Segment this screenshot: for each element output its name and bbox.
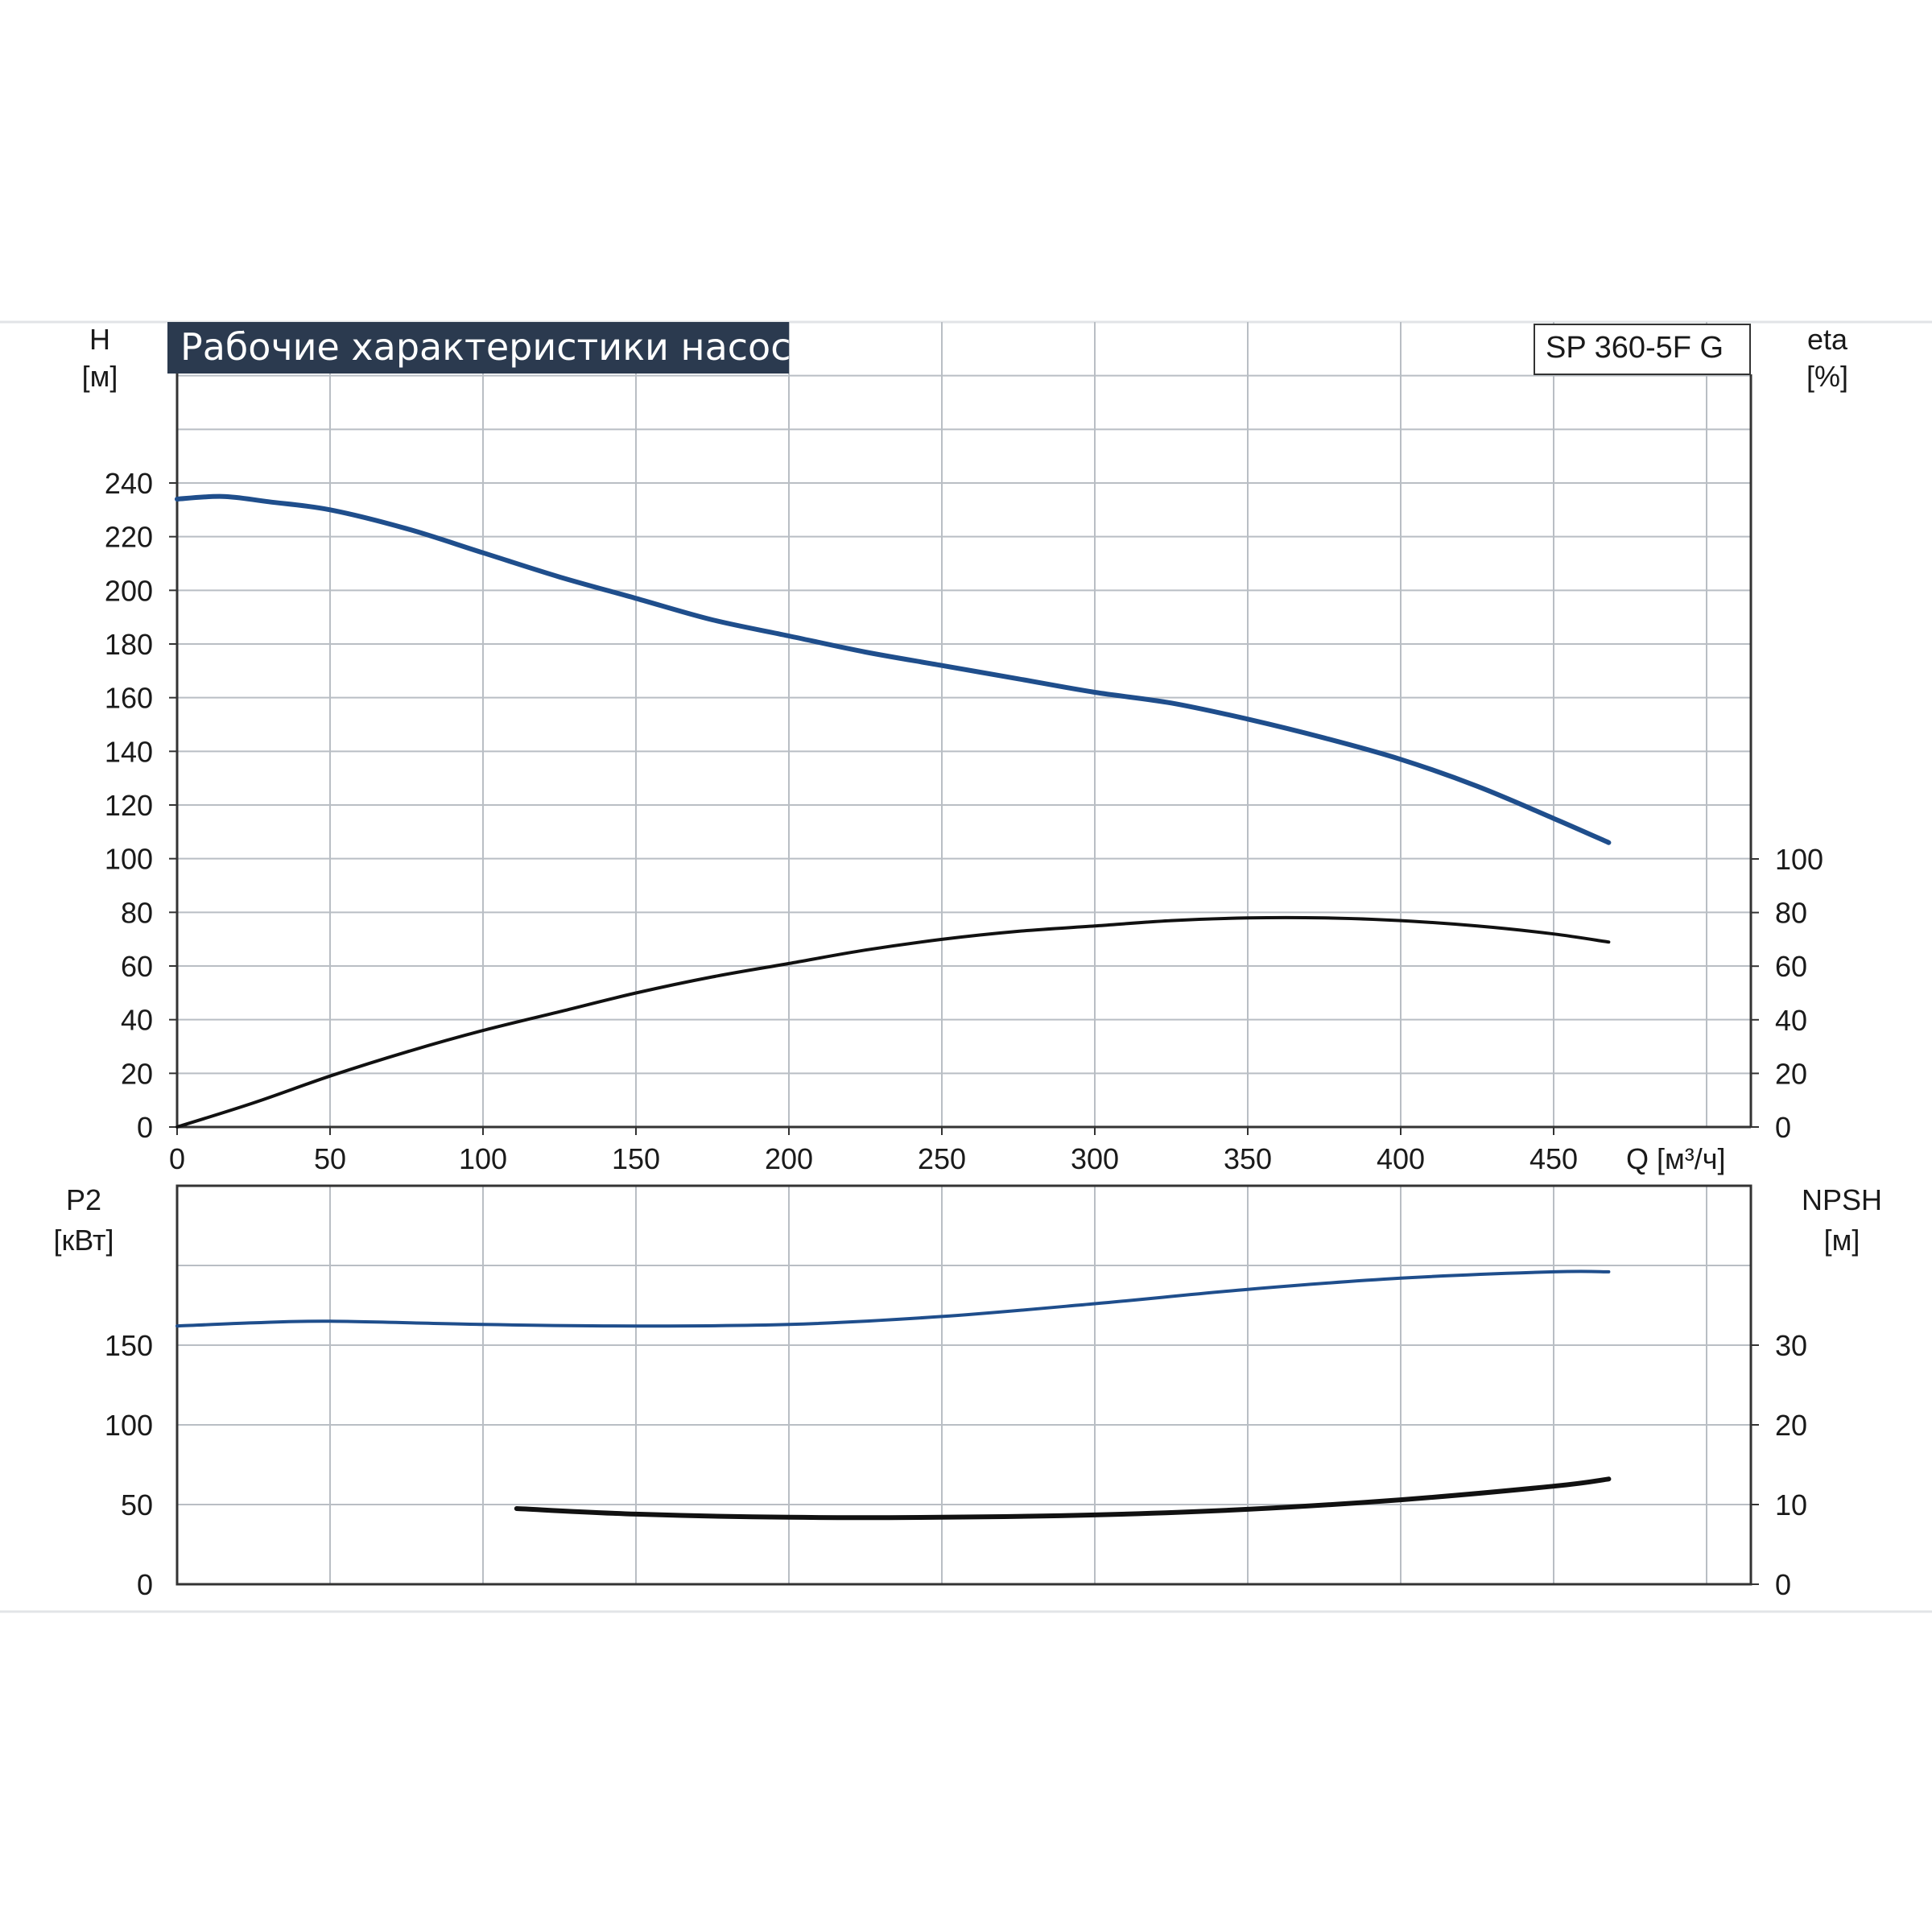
head-tick-label: 80	[121, 896, 153, 929]
flow-tick-label: 0	[169, 1142, 185, 1175]
npsh-tick-label: 0	[1775, 1568, 1791, 1601]
power-curve	[175, 1269, 1611, 1328]
eta-tick-label: 20	[1775, 1057, 1807, 1090]
head-curve	[175, 493, 1612, 845]
eta-axis-unit: [%]	[1806, 360, 1848, 393]
head-tick-label: 120	[105, 789, 153, 822]
head-tick-label: 220	[105, 521, 153, 554]
model-label: SP 360-5F G	[1546, 331, 1724, 365]
power-tick-label: 100	[105, 1409, 153, 1442]
head-tick-label: 20	[121, 1057, 153, 1090]
curves	[175, 493, 1612, 1521]
npsh-axis-unit: [м]	[1824, 1224, 1860, 1257]
npsh-tick-label: 30	[1775, 1329, 1807, 1362]
eta-tick-label: 0	[1775, 1111, 1791, 1144]
head-axis-unit: [м]	[82, 360, 118, 393]
npsh-axis-title: NPSH	[1802, 1183, 1882, 1216]
power-axis-title: P2	[66, 1183, 101, 1216]
npsh-tick-label: 10	[1775, 1488, 1807, 1521]
tick-labels: 0204060801001201401601802002202400204060…	[105, 467, 1823, 1601]
flow-tick-label: 400	[1377, 1142, 1425, 1175]
power-tick-label: 50	[121, 1488, 153, 1521]
lower-frame	[175, 1184, 1752, 1586]
head-tick-label: 100	[105, 843, 153, 876]
efficiency-curve	[175, 915, 1611, 1129]
npsh-curve	[514, 1476, 1612, 1521]
head-tick-label: 240	[105, 467, 153, 500]
flow-tick-label: 350	[1224, 1142, 1272, 1175]
title-banner	[167, 322, 789, 374]
power-axis-unit: [кВт]	[53, 1224, 114, 1257]
lower-plot-grid	[177, 1186, 1751, 1584]
flow-tick-label: 450	[1530, 1142, 1578, 1175]
eta-tick-label: 80	[1775, 897, 1807, 930]
head-tick-label: 60	[121, 950, 153, 983]
head-axis-title: H	[89, 323, 110, 356]
flow-tick-label: 100	[459, 1142, 507, 1175]
head-tick-label: 160	[105, 682, 153, 715]
eta-tick-label: 60	[1775, 950, 1807, 983]
flow-axis-title: Q [м³/ч]	[1626, 1142, 1726, 1175]
eta-tick-label: 100	[1775, 843, 1823, 876]
flow-tick-label: 250	[918, 1142, 966, 1175]
head-tick-label: 140	[105, 735, 153, 768]
head-tick-label: 200	[105, 574, 153, 607]
head-tick-label: 0	[137, 1111, 153, 1144]
npsh-tick-label: 20	[1775, 1409, 1807, 1442]
power-tick-label: 0	[137, 1568, 153, 1601]
flow-tick-label: 200	[765, 1142, 813, 1175]
chart-title: Рабочие характеристики насоса	[180, 325, 814, 369]
flow-tick-label: 50	[314, 1142, 346, 1175]
power-tick-label: 150	[105, 1329, 153, 1362]
eta-tick-label: 40	[1775, 1004, 1807, 1037]
head-tick-label: 40	[121, 1004, 153, 1037]
flow-tick-label: 300	[1071, 1142, 1119, 1175]
upper-plot-grid	[177, 322, 1751, 1127]
axes-frames	[169, 370, 1759, 1586]
model-box	[1534, 324, 1751, 375]
eta-axis-title: eta	[1807, 323, 1848, 356]
flow-tick-label: 150	[612, 1142, 660, 1175]
head-tick-label: 180	[105, 628, 153, 661]
